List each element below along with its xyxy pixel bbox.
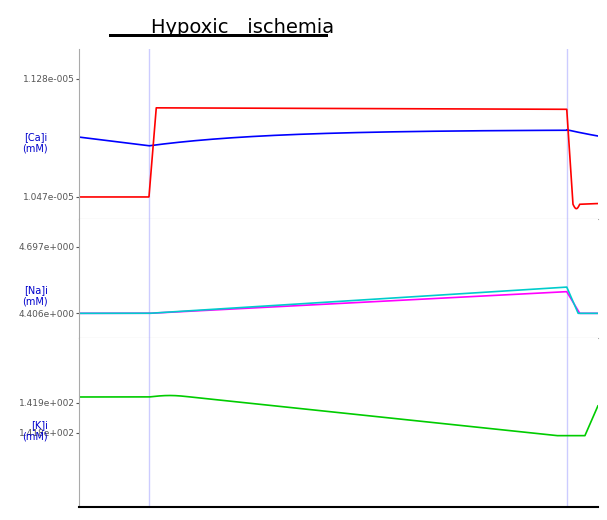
Y-axis label: [K]i
(mM): [K]i (mM) — [22, 420, 48, 441]
Y-axis label: [Ca]i
(mM): [Ca]i (mM) — [22, 132, 48, 153]
Text: Hypoxic   ischemia: Hypoxic ischemia — [151, 18, 334, 37]
Y-axis label: [Na]i
(mM): [Na]i (mM) — [22, 285, 48, 307]
